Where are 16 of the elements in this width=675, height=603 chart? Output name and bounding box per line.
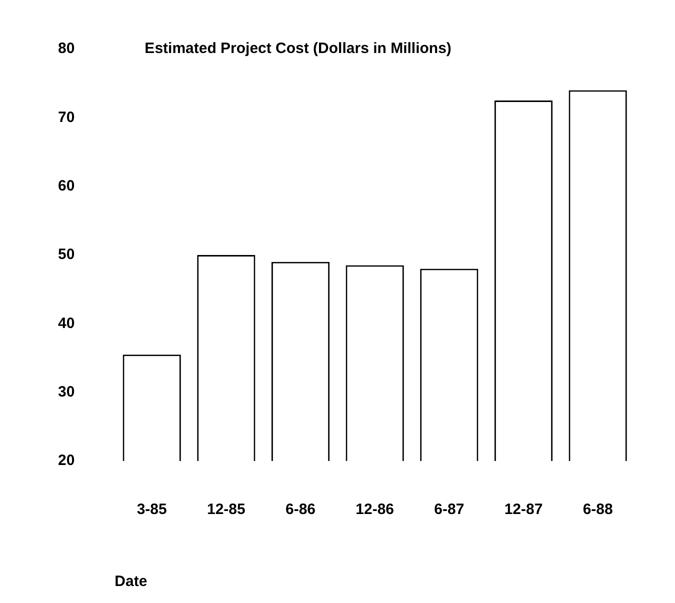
y-tick-label: 50	[58, 246, 75, 264]
y-tick-label: 70	[58, 108, 75, 126]
y-tick-label: 40	[58, 314, 75, 332]
chart-title: Estimated Project Cost (Dollars in Millions)	[144, 40, 452, 58]
x-tick-label: 6-87	[434, 501, 464, 518]
y-tick-label: 80	[58, 40, 75, 58]
y-tick-label: 30	[58, 383, 75, 400]
y-tick-label: 60	[58, 177, 75, 194]
y-tick-label: 20	[58, 452, 75, 470]
x-axis-title: Date	[114, 573, 148, 590]
x-tick-label: 6-88	[582, 501, 613, 518]
x-tick-label: 12-87	[504, 501, 543, 518]
x-tick-label: 6-86	[285, 501, 316, 518]
x-tick-label: 12-86	[356, 501, 394, 518]
x-tick-label: 12-85	[206, 501, 246, 518]
x-tick-label: 3-85	[136, 501, 167, 518]
